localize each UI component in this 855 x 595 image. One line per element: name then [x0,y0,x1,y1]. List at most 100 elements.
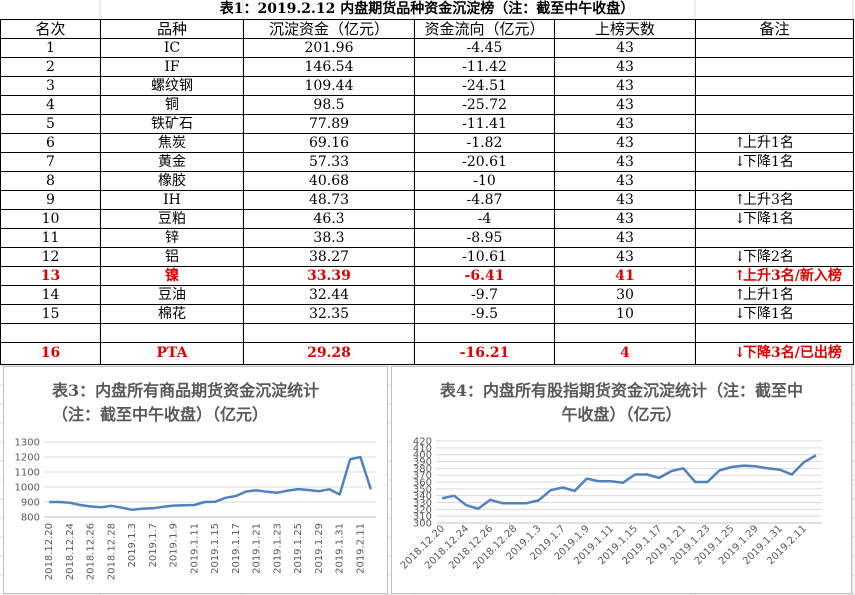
cell-note [695,323,854,343]
cell-note [695,171,854,191]
note-text: 下降3名/已出榜 [743,345,842,361]
cell-rank: 4 [0,95,101,115]
chart4-plot: 3003103203303403503603703803904004104202… [399,437,822,572]
cell-days: 43 [554,209,696,229]
table-row: 1 IC 201.96 -4.45 43 [0,38,854,58]
cell-name: 螺纹钢 [100,76,244,96]
cell-flow: -11.42 [414,57,555,77]
cell-rank: 13 [0,266,101,286]
cell-name: PTA [100,342,244,365]
cell-amount: 33.39 [243,266,415,286]
header-rank: 名次 [0,19,101,39]
table-row: 5 铁矿石 77.89 -11.41 43 [0,114,854,134]
cell-rank: 5 [0,114,101,134]
cell-amount: 29.28 [243,342,415,365]
table-row: 11 锌 38.3 -8.95 43 [0,228,854,248]
cell-rank: 11 [0,228,101,248]
chart4-ytick-label: 370 [413,471,432,482]
table-row: 14 豆油 32.44 -9.7 30 ↑上升1名 [0,285,854,305]
cell-note [695,95,854,115]
cell-days: 30 [554,285,696,305]
cell-rank: 6 [0,133,101,153]
chart4-ytick-label: 390 [413,457,432,468]
chart4-ytick-label: 350 [413,484,432,495]
cell-name: 豆粕 [100,209,244,229]
cell-flow: -10 [414,171,555,191]
chart3-xtick-label: 2019.1.23 [272,523,283,574]
chart3-xtick-label: 2019.1.25 [293,523,304,574]
table-row: 15 棉花 32.35 -9.5 10 ↓下降1名 [0,304,854,324]
chart3-xtick-label: 2019.1.21 [252,523,263,574]
cell-amount: 40.68 [243,171,415,191]
cell-name: 镍 [100,266,244,286]
cell-name: 铝 [100,247,244,267]
cell-note: ↑上升3名 [695,190,854,210]
chart3-xtick-label: 2019.1.29 [314,523,325,574]
note-text: 上升3名 [743,192,794,208]
arrow-up-icon: ↑ [734,135,746,151]
cell-amount: 146.54 [243,57,415,77]
chart3-xtick-label: 2019.1.3 [127,523,138,568]
chart3-ytick-label: 1000 [15,483,40,494]
chart4-series-line [441,454,817,510]
cell-note: ↑上升1名 [695,285,854,305]
arrow-down-icon: ↓ [734,211,746,227]
cell-flow: -6.41 [414,266,555,286]
chart3-xtick-label: 2019.1.31 [335,523,346,574]
note-text: 下降1名 [743,154,794,170]
table-row: 10 豆粕 46.3 -4 43 ↓下降1名 [0,209,854,229]
chart3-xtick-label: 2019.1.15 [210,523,221,574]
arrow-up-icon: ↑ [734,192,746,208]
chart3-ytick-label: 800 [21,513,40,524]
chart4-ytick-label: 360 [413,478,432,489]
cell-days: 43 [554,247,696,267]
chart3-title: 表3：内盘所有商品期货资金沉淀统计（注：截至中午收盘）（亿元） [52,381,320,424]
note-text: 上升1名 [743,135,794,151]
chart3-xtick-label: 2018.12.20 [44,523,55,580]
cell-days: 43 [554,190,696,210]
cell-note: ↓下降3名/已出榜 [695,342,854,365]
table-row: 2 IF 146.54 -11.42 43 [0,57,854,77]
cell-name [100,323,244,343]
cell-days: 4 [554,342,696,365]
arrow-up-icon: ↑ [734,287,746,303]
arrow-down-icon: ↓ [734,154,746,170]
chart3-series-line [49,455,372,512]
cell-amount: 48.73 [243,190,415,210]
cell-note [695,114,854,134]
cell-note: ↓下降1名 [695,304,854,324]
chart-index-futures: 表4：内盘所有股指期货资金沉淀统计（注：截至中午收盘）（亿元） 300 310 32… [391,366,852,594]
cell-flow: -11.41 [414,114,555,134]
table-row: 7 黄金 57.33 -20.61 43 ↓下降1名 [0,152,854,172]
chart4-ytick-label: 310 [413,512,432,523]
table-row: 3 螺纹钢 109.44 -24.51 43 [0,76,854,96]
chart3-plot: 800 900 1000 1100 1200 1300 2018.12.20 2018.12.… [15,438,376,580]
table-row: 8 橡胶 40.68 -10 43 [0,171,854,191]
cell-days: 43 [554,228,696,248]
cell-rank: 15 [0,304,101,324]
cell-days: 43 [554,57,696,77]
chart3-ytick-label: 1300 [15,438,40,449]
cell-amount: 38.3 [243,228,415,248]
cell-amount: 32.35 [243,304,415,324]
cell-flow: -4.87 [414,190,555,210]
cell-name: 焦炭 [100,133,244,153]
note-text: 上升3名/新入榜 [743,268,842,284]
header-name: 品种 [100,19,244,39]
chart4-ytick-label: 340 [413,491,432,502]
chart4-ytick-label: 380 [413,464,432,475]
cell-amount: 46.3 [243,209,415,229]
cell-days: 43 [554,76,696,96]
chart4-ytick-label: 300 [413,519,432,530]
cell-amount: 32.44 [243,285,415,305]
cell-amount: 201.96 [243,38,415,58]
table-row: 9 IH 48.73 -4.87 43 ↑上升3名 [0,190,854,210]
cell-note: ↑上升1名 [695,133,854,153]
cell-name: 铜 [100,95,244,115]
chart4-ytick-label: 320 [413,505,432,516]
cell-flow: -10.61 [414,247,555,267]
cell-days [554,323,696,343]
cell-amount: 38.27 [243,247,415,267]
cell-days: 43 [554,114,696,134]
chart3-xtick-label: 2018.12.28 [106,523,117,580]
